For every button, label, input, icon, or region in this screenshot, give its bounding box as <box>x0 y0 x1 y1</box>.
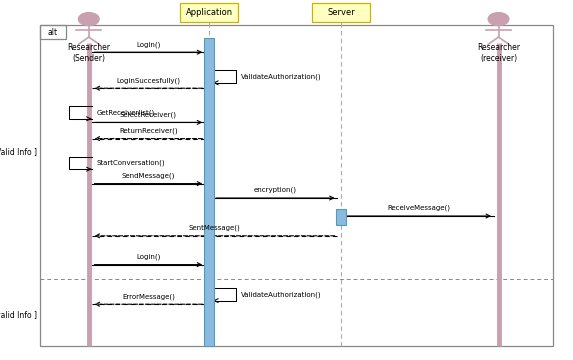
Text: Login(): Login() <box>136 41 160 48</box>
Text: ErrorMessage(): ErrorMessage() <box>122 293 175 300</box>
Text: Application: Application <box>186 8 233 17</box>
Text: encryption(): encryption() <box>254 187 297 193</box>
Text: ValidateAuthorization(): ValidateAuthorization() <box>241 73 321 80</box>
Text: StartConversation(): StartConversation() <box>96 159 165 166</box>
Text: GetReceiverlist(): GetReceiverlist() <box>96 109 155 116</box>
Text: SendMessage(): SendMessage() <box>121 172 175 179</box>
Text: alt: alt <box>48 27 58 36</box>
Text: SentMessage(): SentMessage() <box>189 225 241 231</box>
Text: [Valid Info ]: [Valid Info ] <box>0 147 37 156</box>
Text: Researcher
(Sender): Researcher (Sender) <box>67 43 111 63</box>
Text: SelectReceiver(): SelectReceiver() <box>120 111 177 118</box>
Text: ReceiveMessage(): ReceiveMessage() <box>388 205 450 211</box>
Text: ReturnReceiver(): ReturnReceiver() <box>119 127 178 134</box>
Circle shape <box>79 13 99 26</box>
Text: LoginSuccesfully(): LoginSuccesfully() <box>116 77 180 84</box>
Bar <box>204 38 214 346</box>
Bar <box>40 25 66 39</box>
Text: ValidateAuthorization(): ValidateAuthorization() <box>241 291 321 298</box>
Text: [Invalid Info ]: [Invalid Info ] <box>0 310 37 320</box>
Circle shape <box>488 13 509 26</box>
Text: Researcher
(receiver): Researcher (receiver) <box>477 43 520 63</box>
Text: Server: Server <box>327 8 355 17</box>
Bar <box>312 3 370 22</box>
Bar <box>180 3 238 22</box>
Bar <box>40 25 553 346</box>
Bar <box>336 209 346 225</box>
Text: Login(): Login() <box>136 253 160 260</box>
